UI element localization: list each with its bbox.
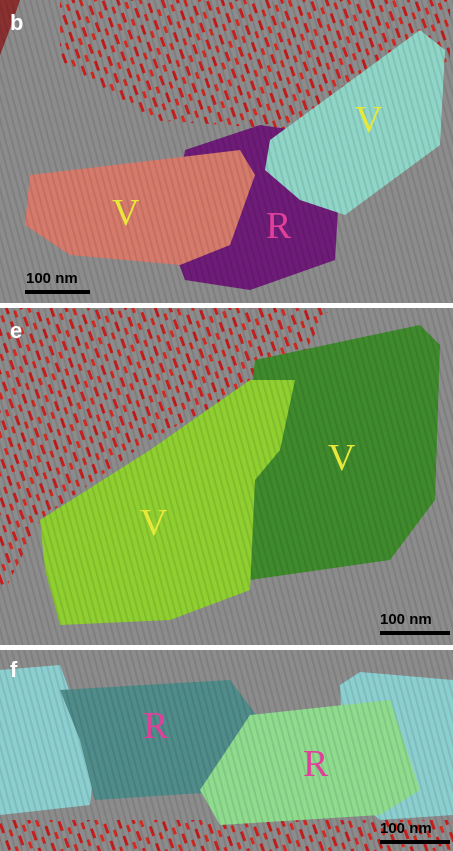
annotation: V [328, 437, 356, 479]
texture [0, 308, 453, 645]
scale-bar-label: 100 nm [380, 611, 432, 628]
annotation: V [355, 99, 383, 141]
panel-e: e V V 100 nm [0, 308, 453, 645]
panel-b: b V R V 100 nm [0, 0, 453, 303]
annotation: V [112, 192, 140, 234]
annotation: V [140, 502, 168, 544]
panel-label: e [10, 318, 22, 343]
divider [0, 303, 453, 308]
panel-label: f [10, 657, 18, 682]
panel-label: b [10, 10, 23, 35]
page: b V R V 100 nm e V V 100 nm f R R 100 nm… [0, 0, 453, 851]
annotation: R [143, 705, 169, 747]
texture [0, 0, 453, 303]
scale-bar-label: 100 nm [26, 270, 78, 287]
panel-f: f R R 100 nm [0, 650, 453, 851]
annotation: R [266, 205, 292, 247]
scale-bar-label: 100 nm [380, 820, 432, 837]
annotation: R [303, 743, 329, 785]
divider [0, 645, 453, 650]
figure: b V R V 100 nm e V V 100 nm f R R 100 nm [0, 0, 453, 851]
